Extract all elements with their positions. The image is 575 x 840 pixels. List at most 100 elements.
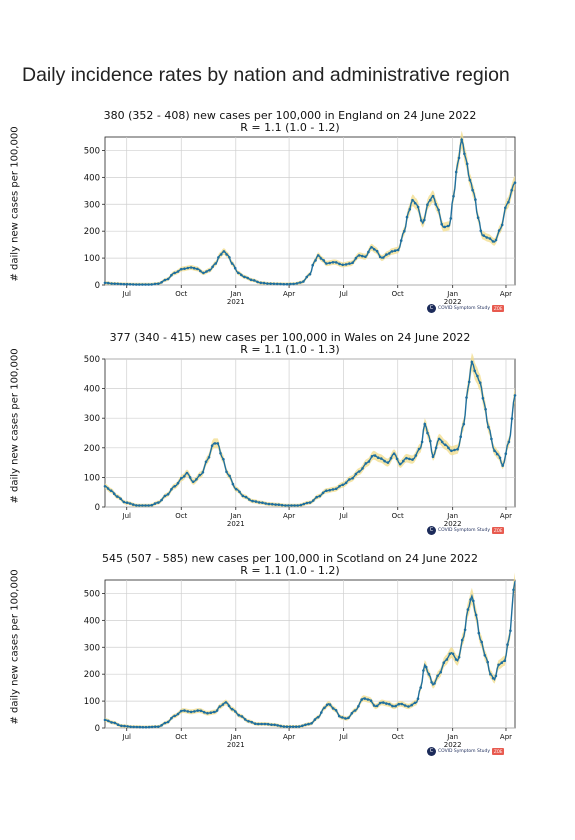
x-tick-label: Oct: [392, 733, 404, 741]
data-point: [106, 487, 110, 490]
data-point: [442, 661, 446, 664]
data-point: [334, 261, 338, 264]
data-point: [360, 698, 363, 701]
data-point: [113, 721, 117, 725]
data-point: [295, 282, 299, 285]
y-tick-label: 400: [84, 173, 100, 183]
data-point: [110, 721, 113, 724]
data-point: [285, 282, 289, 286]
y-tick-label: 300: [84, 643, 100, 653]
data-point: [385, 253, 388, 256]
data-point: [497, 229, 501, 232]
x-tick-sublabel: 2021: [227, 298, 245, 306]
data-point: [439, 670, 443, 674]
data-point: [348, 478, 351, 481]
data-point: [375, 704, 379, 708]
data-point: [227, 704, 231, 708]
data-point: [259, 281, 263, 285]
data-point: [185, 471, 189, 475]
data-point: [244, 495, 248, 499]
data-point: [313, 718, 317, 721]
data-point: [463, 628, 467, 632]
data-point: [285, 725, 289, 728]
data-point: [173, 714, 176, 718]
data-point: [222, 458, 225, 461]
data-point: [107, 719, 110, 723]
data-point: [199, 269, 202, 273]
data-point: [230, 707, 234, 711]
x-tick-label: Jan: [229, 512, 241, 520]
data-point: [494, 674, 498, 678]
data-point: [444, 443, 447, 447]
data-point: [440, 440, 444, 444]
data-point: [484, 408, 487, 411]
data-point: [304, 723, 307, 727]
data-point: [424, 665, 428, 669]
data-point: [119, 497, 122, 500]
data-point: [380, 457, 383, 460]
data-point: [243, 718, 247, 721]
data-point: [160, 724, 163, 727]
chart-wales: 377 (340 - 415) new cases per 100,000 in…: [10, 332, 525, 542]
x-tick-label: Jul: [122, 512, 132, 520]
data-point: [307, 722, 310, 726]
data-point: [328, 261, 331, 265]
data-point: [469, 598, 472, 601]
data-point: [310, 722, 313, 725]
data-point: [348, 262, 351, 265]
data-point: [410, 703, 414, 707]
data-point: [504, 206, 507, 210]
data-point: [473, 369, 477, 373]
data-point: [231, 482, 235, 486]
data-point: [512, 588, 515, 592]
y-tick-label: 0: [95, 724, 100, 734]
data-point: [450, 449, 453, 453]
data-point: [176, 712, 180, 716]
data-point: [378, 701, 382, 705]
data-point: [431, 455, 435, 458]
data-point: [436, 674, 439, 678]
data-point: [294, 725, 298, 728]
data-point: [478, 381, 482, 384]
data-point: [507, 200, 510, 204]
data-point: [302, 280, 305, 283]
data-point: [373, 454, 377, 457]
data-point: [314, 259, 317, 262]
x-tick-label: Apr: [500, 290, 512, 298]
data-point: [393, 249, 397, 252]
data-point: [166, 720, 170, 724]
data-point: [157, 501, 160, 504]
x-tick-label: Apr: [500, 733, 512, 741]
data-point: [299, 503, 303, 507]
data-point: [293, 504, 296, 507]
data-point: [500, 223, 504, 227]
data-point: [144, 283, 147, 286]
data-point: [282, 725, 286, 728]
data-point: [366, 698, 370, 701]
data-point: [204, 460, 208, 464]
data-point: [215, 709, 219, 712]
data-point: [447, 446, 450, 450]
data-point: [465, 162, 469, 166]
data-point: [180, 709, 183, 713]
data-point: [462, 422, 466, 426]
data-point: [325, 262, 328, 265]
data-point: [337, 714, 341, 718]
data-point: [183, 475, 186, 478]
data-point: [311, 263, 314, 267]
data-point: [375, 249, 379, 253]
data-point: [344, 481, 348, 485]
data-point: [234, 487, 238, 491]
x-tick-label: Jan: [446, 290, 458, 298]
data-point: [163, 278, 167, 282]
data-point: [468, 178, 472, 182]
logo-text: COVID Symptom Study: [438, 528, 490, 533]
data-point: [420, 440, 424, 444]
data-point: [501, 464, 505, 467]
data-point: [423, 218, 426, 222]
data-point: [157, 282, 160, 285]
data-point: [389, 456, 393, 460]
data-point: [445, 658, 449, 661]
data-point: [246, 276, 249, 280]
plot-frame: [104, 358, 516, 508]
